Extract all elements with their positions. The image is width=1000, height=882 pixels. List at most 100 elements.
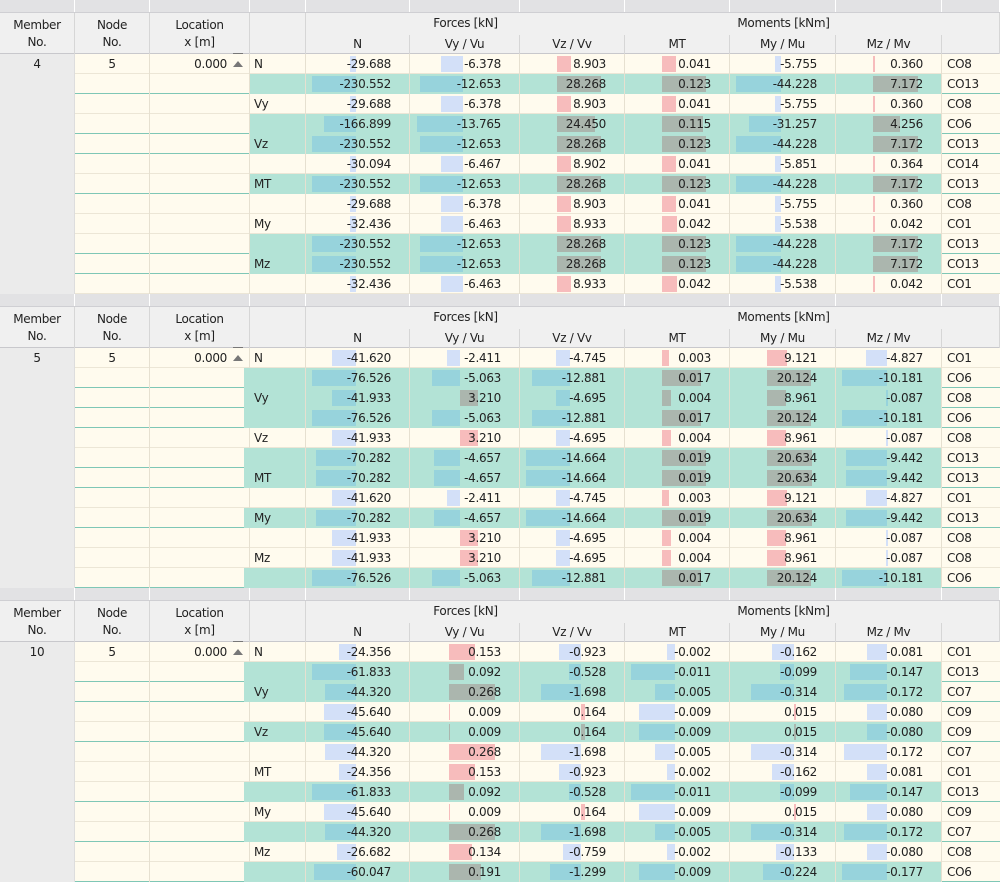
combination-link[interactable]: CO8	[947, 531, 972, 545]
header-col[interactable]: Mz / Mv	[836, 623, 942, 642]
table-row[interactable]: -41.620 -2.411 -4.745 0.003 9.121 -4.827 CO1	[75, 488, 1000, 508]
filter-cell[interactable]	[520, 0, 625, 12]
filter-cell[interactable]	[0, 0, 75, 12]
combination-link[interactable]: CO9	[947, 705, 972, 719]
header-col[interactable]: Vz / Vv	[520, 329, 625, 348]
combination-link[interactable]: CO8	[947, 197, 972, 211]
combination-link[interactable]: CO13	[947, 137, 979, 151]
filter-cell[interactable]	[306, 588, 410, 600]
table-row[interactable]: Vy -41.933 3.210 -4.695 0.004 8.961 -0.087 CO8	[75, 388, 1000, 408]
combination-link[interactable]: CO14	[947, 157, 979, 171]
table-row[interactable]: -61.833 0.092 -0.528 -0.011 -0.099 -0.147 CO13	[75, 782, 1000, 802]
table-row[interactable]: Vz -230.552 -12.653 28.268 0.123 -44.228 7.172…	[75, 134, 1000, 154]
header-col[interactable]: Vy / Vu	[410, 623, 520, 642]
combination-link[interactable]: CO13	[947, 177, 979, 191]
combination-link[interactable]: CO8	[947, 551, 972, 565]
filter-cell[interactable]	[730, 294, 836, 306]
filter-cell[interactable]	[410, 294, 520, 306]
combination-link[interactable]: CO8	[947, 57, 972, 71]
header-col[interactable]: Mz / Mv	[836, 35, 942, 54]
table-row[interactable]: 5 0.000 N -24.356 0.153 -0.923 -0.002 -0.162 -0.…	[75, 641, 1000, 662]
table-row[interactable]: MT -24.356 0.153 -0.923 -0.002 -0.162 -0.081 CO…	[75, 762, 1000, 782]
combination-link[interactable]: CO7	[947, 745, 972, 759]
filter-cell[interactable]	[306, 294, 410, 306]
table-row[interactable]: -44.320 0.268 -1.698 -0.005 -0.314 -0.172 CO7	[75, 742, 1000, 762]
filter-cell[interactable]	[150, 294, 250, 306]
filter-cell[interactable]	[625, 294, 730, 306]
combination-link[interactable]: CO9	[947, 725, 972, 739]
combination-link[interactable]: CO6	[947, 865, 972, 879]
table-row[interactable]: Vy -44.320 0.268 -1.698 -0.005 -0.314 -0.172 CO…	[75, 682, 1000, 702]
filter-cell[interactable]	[250, 294, 306, 306]
filter-cell[interactable]	[625, 588, 730, 600]
table-row[interactable]: -230.552 -12.653 28.268 0.123 -44.228 7.172 CO…	[75, 234, 1000, 254]
header-col[interactable]: Vy / Vu	[410, 329, 520, 348]
header-col[interactable]: My / Mu	[730, 35, 836, 54]
table-row[interactable]: MT -230.552 -12.653 28.268 0.123 -44.228 7.172…	[75, 174, 1000, 194]
filter-cell[interactable]	[625, 0, 730, 12]
combination-link[interactable]: CO7	[947, 825, 972, 839]
header-col[interactable]: MT	[625, 329, 730, 348]
header-location[interactable]: Location x [m]	[150, 13, 250, 54]
table-row[interactable]: -230.552 -12.653 28.268 0.123 -44.228 7.172 CO…	[75, 74, 1000, 94]
combination-link[interactable]: CO6	[947, 117, 972, 131]
header-node[interactable]: Node No.	[75, 13, 150, 54]
header-col[interactable]: N	[306, 35, 410, 54]
header-col[interactable]: Mz / Mv	[836, 329, 942, 348]
table-row[interactable]: My -45.640 0.009 0.164 -0.009 0.015 -0.080 CO9	[75, 802, 1000, 822]
filter-cell[interactable]	[75, 294, 150, 306]
combination-link[interactable]: CO8	[947, 845, 972, 859]
filter-cell[interactable]	[410, 0, 520, 12]
filter-cell[interactable]	[942, 0, 1000, 12]
table-row[interactable]: -30.094 -6.467 8.902 0.041 -5.851 0.364 CO14	[75, 154, 1000, 174]
combination-link[interactable]: CO1	[947, 645, 972, 659]
combination-link[interactable]: CO8	[947, 391, 972, 405]
filter-cell[interactable]	[0, 294, 75, 306]
combination-link[interactable]: CO1	[947, 491, 972, 505]
table-row[interactable]: 5 0.000 N -41.620 -2.411 -4.745 0.003 9.121 -4.8…	[75, 347, 1000, 368]
combination-link[interactable]: CO1	[947, 217, 972, 231]
combination-link[interactable]: CO6	[947, 371, 972, 385]
combination-link[interactable]: CO13	[947, 257, 979, 271]
filter-cell[interactable]	[520, 588, 625, 600]
filter-cell[interactable]	[250, 0, 306, 12]
combination-link[interactable]: CO6	[947, 411, 972, 425]
table-row[interactable]: My -70.282 -4.657 -14.664 0.019 20.634 -9.442 C…	[75, 508, 1000, 528]
combination-link[interactable]: CO7	[947, 685, 972, 699]
table-row[interactable]: -32.436 -6.463 8.933 0.042 -5.538 0.042 CO1	[75, 274, 1000, 294]
filter-cell[interactable]	[75, 0, 150, 12]
table-row[interactable]: -76.526 -5.063 -12.881 0.017 20.124 -10.181 CO…	[75, 408, 1000, 428]
filter-cell[interactable]	[836, 294, 942, 306]
header-node[interactable]: Node No.	[75, 601, 150, 642]
filter-cell[interactable]	[306, 0, 410, 12]
header-col[interactable]: MT	[625, 623, 730, 642]
header-col[interactable]: Vz / Vv	[520, 623, 625, 642]
combination-link[interactable]: CO1	[947, 277, 972, 291]
filter-cell[interactable]	[942, 294, 1000, 306]
combination-link[interactable]: CO13	[947, 451, 979, 465]
filter-cell[interactable]	[410, 588, 520, 600]
table-row[interactable]: -166.899 -13.765 24.450 0.115 -31.257 4.256 CO…	[75, 114, 1000, 134]
combination-link[interactable]: CO13	[947, 237, 979, 251]
table-row[interactable]: -29.688 -6.378 8.903 0.041 -5.755 0.360 CO8	[75, 194, 1000, 214]
filter-cell[interactable]	[520, 294, 625, 306]
header-col[interactable]: My / Mu	[730, 329, 836, 348]
table-row[interactable]: -41.933 3.210 -4.695 0.004 8.961 -0.087 CO8	[75, 528, 1000, 548]
table-row[interactable]: -45.640 0.009 0.164 -0.009 0.015 -0.080 CO9	[75, 702, 1000, 722]
header-col[interactable]: Vz / Vv	[520, 35, 625, 54]
table-row[interactable]: -70.282 -4.657 -14.664 0.019 20.634 -9.442 CO1…	[75, 448, 1000, 468]
table-row[interactable]: Vz -41.933 3.210 -4.695 0.004 8.961 -0.087 CO8	[75, 428, 1000, 448]
table-row[interactable]: -76.526 -5.063 -12.881 0.017 20.124 -10.181 CO…	[75, 368, 1000, 388]
combination-link[interactable]: CO8	[947, 431, 972, 445]
table-row[interactable]: Mz -26.682 0.134 -0.759 -0.002 -0.133 -0.080 CO…	[75, 842, 1000, 862]
table-row[interactable]: -76.526 -5.063 -12.881 0.017 20.124 -10.181 CO…	[75, 568, 1000, 588]
header-col[interactable]: My / Mu	[730, 623, 836, 642]
header-col[interactable]: N	[306, 623, 410, 642]
combination-link[interactable]: CO13	[947, 665, 979, 679]
table-row[interactable]: MT -70.282 -4.657 -14.664 0.019 20.634 -9.442 C…	[75, 468, 1000, 488]
header-col[interactable]: N	[306, 329, 410, 348]
header-location[interactable]: Location x [m]	[150, 601, 250, 642]
filter-cell[interactable]	[730, 588, 836, 600]
table-row[interactable]: -60.047 0.191 -1.299 -0.009 -0.224 -0.177 CO6	[75, 862, 1000, 882]
table-row[interactable]: My -32.436 -6.463 8.933 0.042 -5.538 0.042 CO1	[75, 214, 1000, 234]
